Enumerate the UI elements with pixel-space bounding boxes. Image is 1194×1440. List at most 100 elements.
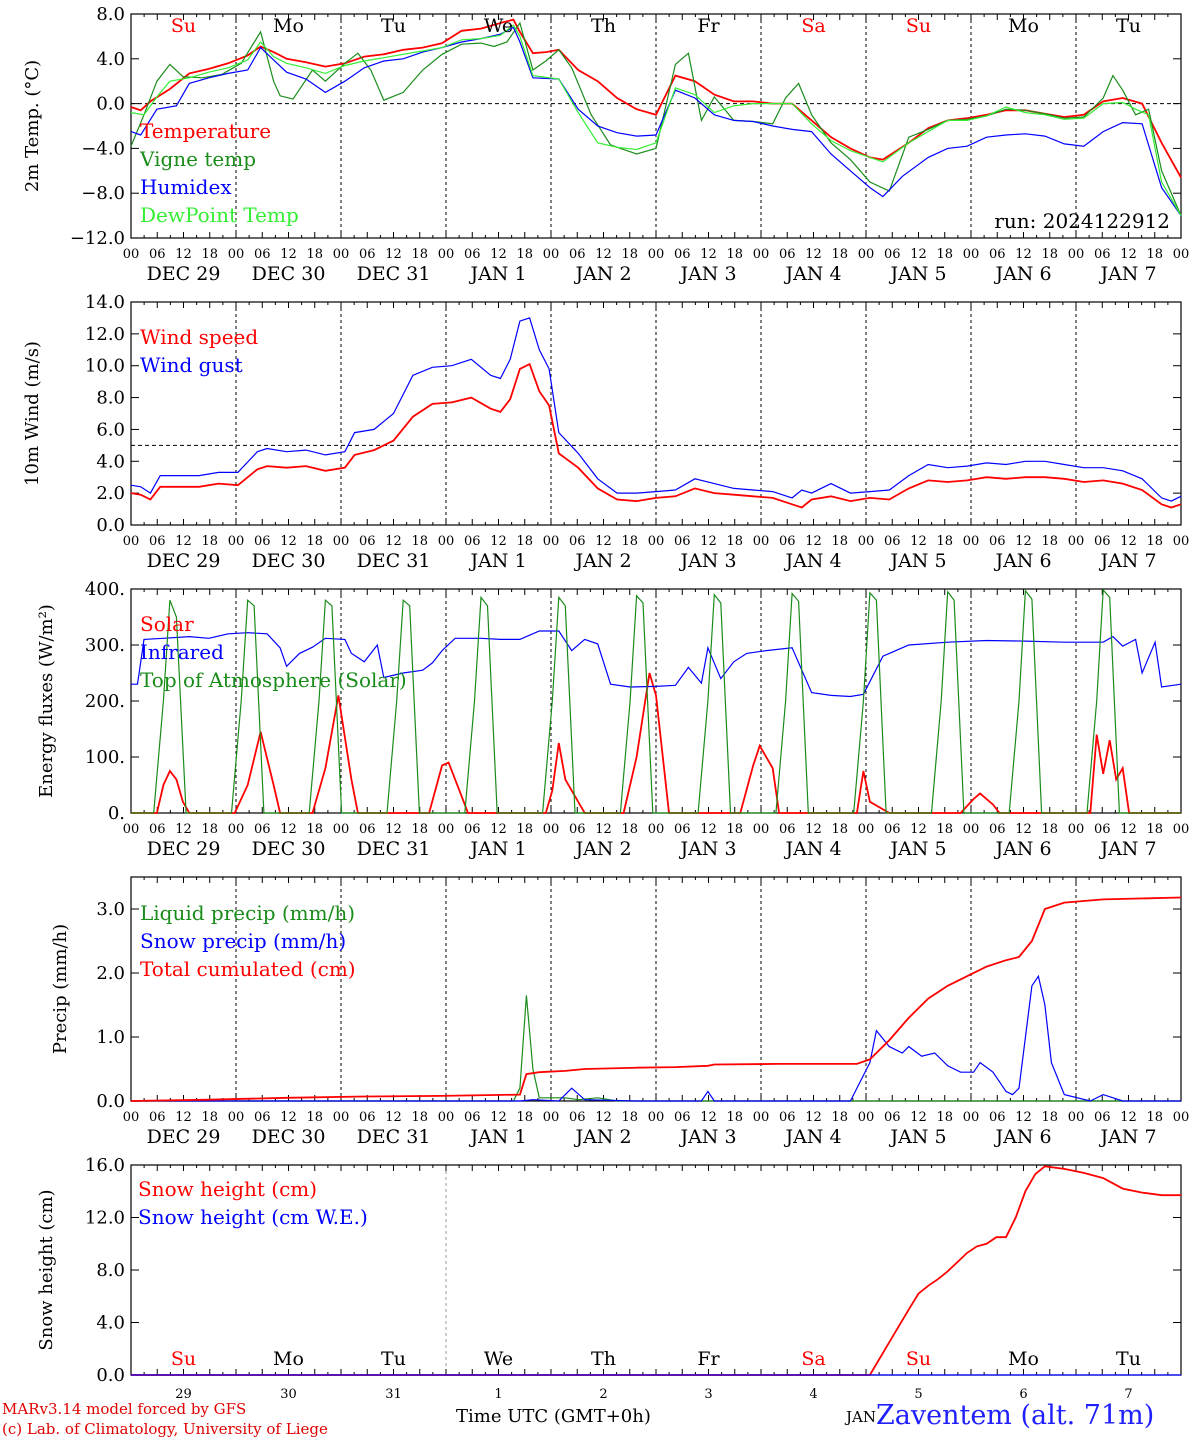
hour-tick-label: 00 <box>438 534 455 549</box>
series-line-snow-precip-mm-h- <box>131 974 1181 1102</box>
panel-5 <box>130 1164 1182 1376</box>
hour-tick-label: 00 <box>228 247 245 262</box>
day-number: 6 <box>1019 1387 1027 1402</box>
hour-tick-label: 12 <box>1015 822 1032 837</box>
date-label: DEC 31 <box>357 838 431 860</box>
hour-tick-label: 12 <box>595 822 612 837</box>
weekday-label: Mo <box>1008 15 1039 37</box>
hour-tick-label: 00 <box>753 822 770 837</box>
date-label: JAN 6 <box>993 1126 1051 1148</box>
date-label: DEC 30 <box>252 550 326 572</box>
date-label: JAN 7 <box>1098 550 1156 572</box>
series-line-snow-height-cm- <box>131 1165 1181 1376</box>
hour-tick-label: 00 <box>543 247 560 262</box>
hour-tick-label: 06 <box>149 1110 166 1125</box>
weekday-label: Sa <box>801 1348 825 1370</box>
hour-tick-label: 12 <box>1120 534 1137 549</box>
hour-tick-label: 12 <box>1120 1110 1137 1125</box>
series-line-humidex <box>130 26 1182 216</box>
hour-tick-label: 18 <box>831 534 848 549</box>
y-tick-label: 0.0 <box>96 515 125 536</box>
hour-tick-label: 00 <box>648 534 665 549</box>
hour-tick-label: 06 <box>359 822 376 837</box>
hour-tick-label: 18 <box>936 534 953 549</box>
legend-entry: Top of Atmosphere (Solar) <box>140 668 407 692</box>
hour-tick-label: 00 <box>963 1110 980 1125</box>
date-label: JAN 1 <box>468 838 526 860</box>
hour-tick-label: 12 <box>1120 822 1137 837</box>
hour-tick-label: 06 <box>674 534 691 549</box>
hour-tick-label: 06 <box>1094 822 1111 837</box>
hour-tick-label: 06 <box>464 1110 481 1125</box>
credit-line-2: (c) Lab. of Climatology, University of L… <box>2 1420 328 1438</box>
hour-tick-label: 12 <box>595 247 612 262</box>
hour-tick-label: 06 <box>464 534 481 549</box>
hour-tick-label: 12 <box>175 1110 192 1125</box>
y-tick-label: 4.0 <box>96 49 125 70</box>
day-number: 31 <box>385 1387 402 1402</box>
hour-tick-label: 12 <box>385 534 402 549</box>
hour-tick-label: 00 <box>858 822 875 837</box>
hour-tick-label: 12 <box>910 247 927 262</box>
date-label: JAN 6 <box>993 263 1051 285</box>
hour-tick-label: 18 <box>1146 1110 1163 1125</box>
y-tick-label: 200. <box>85 691 125 712</box>
day-number: 30 <box>280 1387 297 1402</box>
hour-tick-label: 18 <box>726 1110 743 1125</box>
hour-tick-label: 06 <box>254 534 271 549</box>
hour-tick-label: 12 <box>700 1110 717 1125</box>
date-label: DEC 29 <box>147 550 221 572</box>
date-label: JAN 2 <box>573 838 631 860</box>
hour-tick-label: 12 <box>595 1110 612 1125</box>
date-label: JAN 2 <box>573 550 631 572</box>
hour-tick-label: 06 <box>989 822 1006 837</box>
date-label: JAN 7 <box>1098 838 1156 860</box>
hour-tick-label: 18 <box>936 822 953 837</box>
hour-tick-label: 12 <box>700 822 717 837</box>
legend-entry: Humidex <box>140 175 232 199</box>
hour-tick-label: 06 <box>674 247 691 262</box>
legend-entry: Wind gust <box>140 353 243 377</box>
hour-tick-label: 12 <box>910 1110 927 1125</box>
date-label: JAN 7 <box>1098 1126 1156 1148</box>
hour-tick-label: 18 <box>411 1110 428 1125</box>
hour-tick-label: 06 <box>569 1110 586 1125</box>
hour-tick-label: 06 <box>569 822 586 837</box>
hour-tick-label: 00 <box>753 534 770 549</box>
hour-tick-label: 18 <box>1146 534 1163 549</box>
hour-tick-label: 12 <box>910 822 927 837</box>
date-label: JAN 1 <box>468 263 526 285</box>
y-tick-label: 10.0 <box>85 356 125 377</box>
date-label: JAN 2 <box>573 263 631 285</box>
date-label: JAN 5 <box>888 838 946 860</box>
hour-tick-label: 18 <box>936 1110 953 1125</box>
day-number: 5 <box>914 1387 922 1402</box>
hour-tick-label: 06 <box>254 1110 271 1125</box>
legend-entry: Wind speed <box>140 325 258 349</box>
hour-tick-label: 06 <box>149 247 166 262</box>
hour-tick-label: 00 <box>1068 822 1085 837</box>
hour-tick-label: 00 <box>648 822 665 837</box>
hour-tick-label: 06 <box>254 247 271 262</box>
y-tick-label: 14.0 <box>85 292 125 313</box>
hour-tick-label: 18 <box>1146 247 1163 262</box>
y-tick-label: 12.0 <box>85 1208 125 1229</box>
date-label: DEC 30 <box>252 838 326 860</box>
y-tick-label: −8.0 <box>81 183 125 204</box>
hour-tick-label: 18 <box>201 534 218 549</box>
hour-tick-label: 18 <box>306 1110 323 1125</box>
y-tick-label: 2.0 <box>96 483 125 504</box>
y-axis-title: 10m Wind (m/s) <box>22 341 43 486</box>
hour-tick-label: 06 <box>1094 1110 1111 1125</box>
hour-tick-label: 12 <box>1015 534 1032 549</box>
y-tick-label: 400. <box>85 579 125 600</box>
weekday-label: Su <box>171 15 196 37</box>
legend-entry: DewPoint Temp <box>140 203 299 227</box>
date-label: JAN 2 <box>573 1126 631 1148</box>
hour-tick-label: 00 <box>543 822 560 837</box>
hour-tick-label: 18 <box>726 247 743 262</box>
weekday-label: Tu <box>381 15 406 37</box>
y-tick-label: 8.0 <box>96 1260 125 1281</box>
hour-tick-label: 06 <box>779 534 796 549</box>
hour-tick-label: 00 <box>963 247 980 262</box>
